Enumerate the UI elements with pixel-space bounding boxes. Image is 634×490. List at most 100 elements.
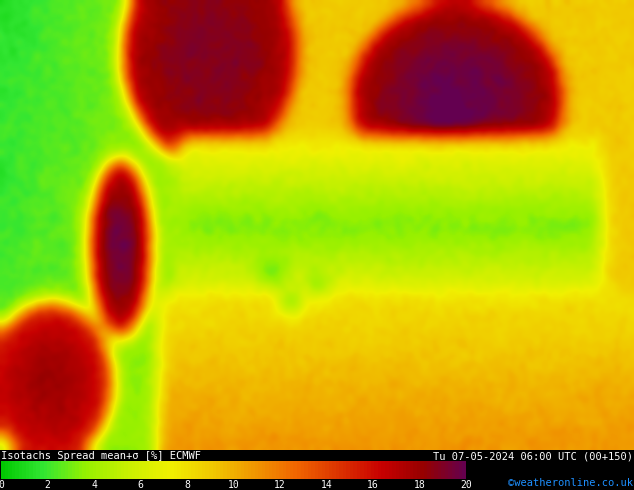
Bar [82,461,86,479]
Bar [343,461,346,479]
Bar [375,461,378,479]
Bar [353,461,357,479]
Bar [417,461,420,479]
Bar [96,461,100,479]
Bar [142,461,146,479]
Bar [459,461,462,479]
Bar [406,461,410,479]
Bar [51,461,54,479]
Bar [237,461,241,479]
Bar [22,461,26,479]
Text: 8: 8 [184,480,190,490]
Bar [33,461,37,479]
Bar [233,461,237,479]
Bar [434,461,438,479]
Bar [167,461,171,479]
Bar [410,461,413,479]
Bar [191,461,195,479]
Bar [171,461,174,479]
Text: Tu 07-05-2024 06:00 UTC (00+150): Tu 07-05-2024 06:00 UTC (00+150) [433,451,633,461]
Bar [44,461,47,479]
Text: 20: 20 [460,480,472,490]
Bar [181,461,184,479]
Bar [392,461,396,479]
Bar [188,461,191,479]
Bar [368,461,371,479]
Bar [65,461,68,479]
Bar [86,461,89,479]
Bar [114,461,117,479]
Bar [244,461,248,479]
Bar [156,461,160,479]
Bar [427,461,430,479]
Bar [360,461,364,479]
Bar [304,461,307,479]
Bar [307,461,311,479]
Text: 2: 2 [45,480,51,490]
Bar [364,461,368,479]
Bar [382,461,385,479]
Bar [441,461,445,479]
Bar [47,461,51,479]
Bar [273,461,276,479]
Bar [452,461,455,479]
Bar [448,461,452,479]
Bar [131,461,135,479]
Bar [230,461,233,479]
Bar [135,461,139,479]
Bar [1,461,5,479]
Bar [265,461,269,479]
Bar [72,461,75,479]
Bar [297,461,301,479]
Bar [93,461,96,479]
Bar [209,461,212,479]
Bar [110,461,114,479]
Bar [223,461,226,479]
Bar [19,461,22,479]
Bar [121,461,124,479]
Bar [58,461,61,479]
Bar [248,461,251,479]
Bar [26,461,29,479]
Bar [163,461,167,479]
Bar [336,461,339,479]
Bar [269,461,273,479]
Bar [15,461,19,479]
Bar [128,461,131,479]
Bar [258,461,262,479]
Bar [403,461,406,479]
Bar [321,461,325,479]
Bar [54,461,58,479]
Bar [5,461,8,479]
Bar [205,461,209,479]
Bar [40,461,44,479]
Bar [339,461,343,479]
Bar [357,461,360,479]
Bar [318,461,321,479]
Bar [226,461,230,479]
Bar [124,461,128,479]
Bar [68,461,72,479]
Bar [346,461,350,479]
Bar [219,461,223,479]
Bar [100,461,103,479]
Bar [276,461,280,479]
Bar [294,461,297,479]
Bar [389,461,392,479]
Bar [378,461,382,479]
Bar [107,461,110,479]
Bar [139,461,142,479]
Bar [251,461,255,479]
Bar [290,461,294,479]
Bar [314,461,318,479]
Bar [287,461,290,479]
Bar [350,461,353,479]
Bar [29,461,33,479]
Text: 14: 14 [321,480,332,490]
Bar [198,461,202,479]
Bar [413,461,417,479]
Text: 10: 10 [228,480,240,490]
Bar [12,461,15,479]
Bar [160,461,163,479]
Bar [89,461,93,479]
